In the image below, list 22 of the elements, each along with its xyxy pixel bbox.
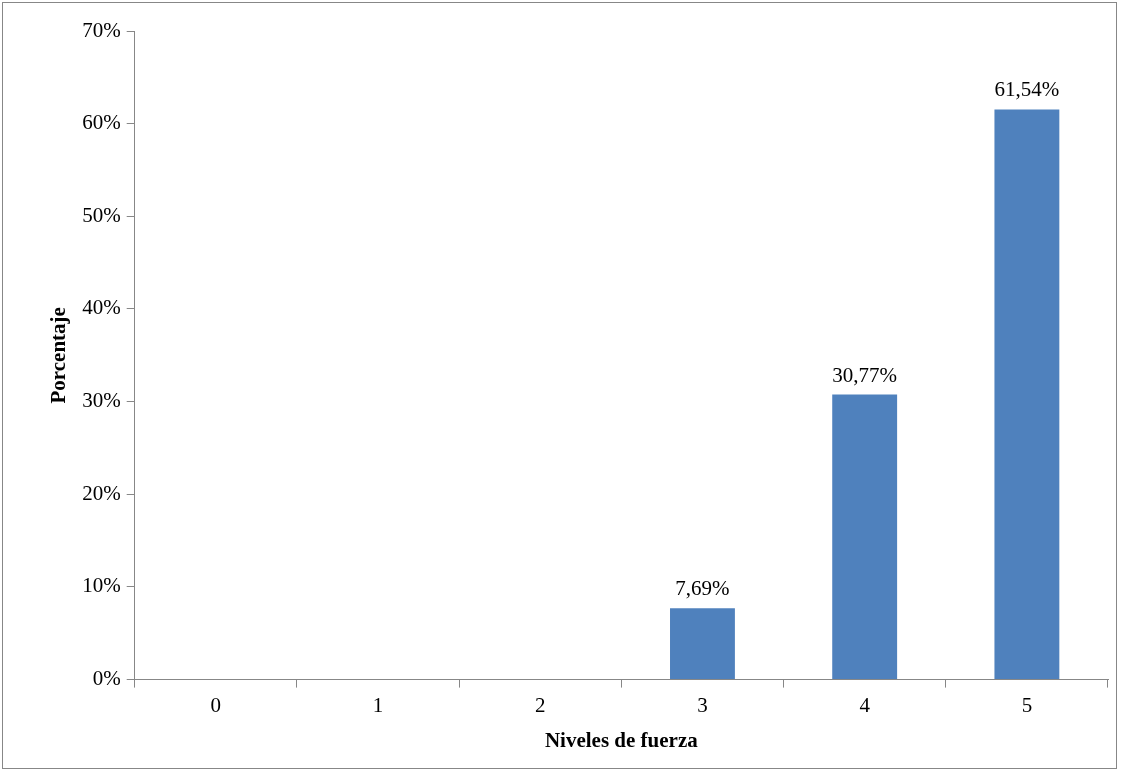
bar [670,608,735,680]
data-label: 7,69% [675,576,730,601]
y-tick-label: 10% [82,573,121,598]
bar [832,394,898,680]
y-tick-label: 50% [82,202,121,227]
x-tick-label: 4 [859,692,871,717]
x-tick-label: 2 [534,692,546,717]
y-axis-title: Porcentaje [46,307,71,404]
x-tick-label: 0 [210,692,222,717]
y-tick-label: 20% [82,480,121,505]
bar [994,109,1060,680]
x-tick-label: 5 [1021,692,1033,717]
x-tick-label: 3 [697,692,708,717]
y-tick-label: 0% [92,666,121,691]
y-tick-label: 60% [82,110,121,135]
x-axis-title: Niveles de fuerza [544,727,699,752]
y-tick-label: 70% [82,17,121,42]
y-tick-label: 30% [82,388,121,413]
data-label: 61,54% [994,77,1060,102]
x-tick-label: 1 [372,692,384,717]
y-tick-label: 40% [82,295,121,320]
data-label: 30,77% [832,362,898,387]
